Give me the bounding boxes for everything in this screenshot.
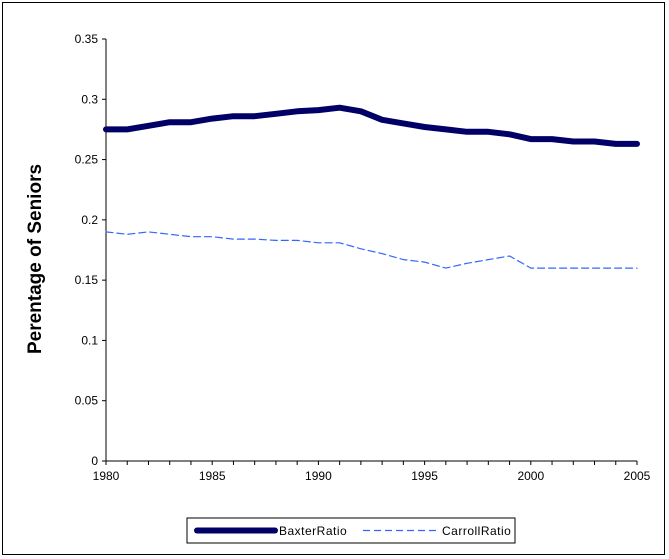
- line-chart: 0 0.05 0.1 0.15 0.2 0.25 0.3 0.35 1980 1985 1990 19…: [25, 32, 651, 544]
- y-axis-label: Perentage of Seniors: [25, 164, 46, 354]
- y-tick-label: 0: [91, 454, 98, 468]
- series-line-carrollratio: [105, 231, 638, 269]
- legend-label-carrollratio: CarrollRatio: [442, 524, 511, 538]
- plot-area: 0 0.05 0.1 0.15 0.2 0.25 0.3 0.35 1980 1985 1990 19…: [75, 32, 651, 483]
- y-tick-label: 0.15: [75, 273, 99, 287]
- y-tick-label: 0.2: [81, 213, 98, 227]
- legend: BaxterRatio CarrollRatio: [186, 517, 516, 544]
- y-tick-label: 0.1: [81, 333, 98, 347]
- y-tick-label: 0.05: [75, 394, 99, 408]
- y-tick-label: 0.25: [75, 153, 99, 167]
- x-tick-label: 1980: [93, 469, 120, 483]
- series-line-baxterratio: [103, 104, 640, 147]
- x-tick-label: 1990: [305, 469, 332, 483]
- legend-label-baxterratio: BaxterRatio: [279, 524, 347, 538]
- x-tick-label: 2000: [517, 469, 544, 483]
- y-tick-label: 0.35: [75, 32, 99, 46]
- x-tick-label: 1995: [411, 469, 438, 483]
- y-tick-label: 0.3: [81, 92, 98, 106]
- x-tick-label: 1985: [199, 469, 226, 483]
- x-tick-label: 2005: [624, 469, 651, 483]
